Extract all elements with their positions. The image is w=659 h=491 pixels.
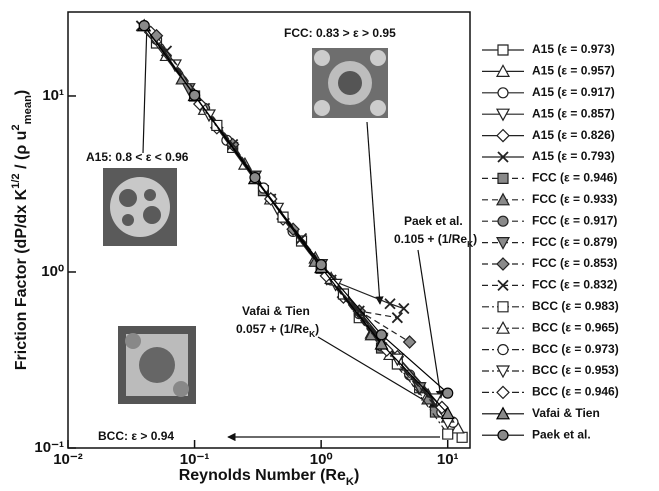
legend-label: Paek et al. <box>532 427 591 441</box>
point-marker <box>316 260 326 270</box>
text-part: 1/2 <box>10 173 22 189</box>
bcc-image <box>118 326 196 404</box>
legend-label: FCC (ε = 0.832) <box>532 278 617 292</box>
legend: A15 (ε = 0.973) A15 (ε = 0.957) A15 (ε = 0… <box>482 42 619 441</box>
text-part: 2 <box>10 124 22 130</box>
legend-label: BCC (ε = 0.946) <box>532 385 619 399</box>
legend-label: A15 (ε = 0.793) <box>532 149 615 163</box>
point-marker <box>404 336 416 348</box>
legend-label: BCC (ε = 0.953) <box>532 363 619 377</box>
annotation: A15: 0.8 < ε < 0.96 <box>86 150 189 164</box>
annotation: 0.057 + (1/ReK) <box>236 322 319 339</box>
legend-label: FCC (ε = 0.853) <box>532 256 617 270</box>
annotation: BCC: ε > 0.94 <box>98 429 174 443</box>
paek-arrow <box>418 250 441 398</box>
annotation: 0.105 + (1/ReK) <box>394 232 477 249</box>
x-tick-label: 10¹ <box>437 451 459 468</box>
fcc-arrow <box>367 122 380 304</box>
legend-label: A15 (ε = 0.826) <box>532 128 615 142</box>
point-marker <box>250 173 260 183</box>
page: FCC: 0.83 > ε > 0.95 A15: 0.8 < ε < 0.96… <box>0 0 659 491</box>
annotation: Vafai & Tien <box>242 304 310 318</box>
text-part: Friction Factor (dP/dx K <box>13 188 30 370</box>
legend-label: BCC (ε = 0.983) <box>532 299 619 313</box>
legend-label: FCC (ε = 0.917) <box>532 213 617 227</box>
point-marker <box>385 299 395 309</box>
series-line <box>156 39 452 422</box>
y-tick-label: 10⁰ <box>41 263 64 280</box>
a15-arrow <box>143 22 147 153</box>
text-part: ) <box>473 232 477 246</box>
legend-marker <box>498 430 508 440</box>
legend-marker <box>498 173 508 183</box>
legend-marker <box>497 386 509 398</box>
a15-image <box>103 168 177 246</box>
annotation: FCC: 0.83 > ε > 0.95 <box>284 26 396 40</box>
text-part: / (ρ u <box>13 131 30 174</box>
text-part: 0.057 + (1/Re <box>236 322 309 336</box>
legend-marker <box>498 302 508 312</box>
annotation: Paek et al. <box>404 214 463 228</box>
point-marker <box>443 429 453 439</box>
legend-label: A15 (ε = 0.917) <box>532 85 615 99</box>
text-part: ) <box>354 467 359 484</box>
text-part: 0.105 + (1/Re <box>394 232 467 246</box>
point-marker <box>139 21 149 31</box>
legend-marker <box>497 130 509 142</box>
fcc-image <box>312 48 388 118</box>
y-axis-label: Friction Factor (dP/dx K1/2 / (ρ u2mean) <box>10 90 34 370</box>
legend-label: A15 (ε = 0.973) <box>532 42 615 56</box>
legend-marker <box>498 88 508 98</box>
point-marker <box>457 432 467 442</box>
legend-label: Vafai & Tien <box>532 406 600 420</box>
x-tick-label: 10⁻¹ <box>180 451 210 468</box>
legend-marker <box>498 216 508 226</box>
y-tick-label: 10¹ <box>42 87 64 104</box>
text-part: mean <box>22 95 34 124</box>
legend-label: FCC (ε = 0.946) <box>532 171 617 185</box>
legend-marker <box>497 258 509 270</box>
text-part: Reynolds Number (Re <box>179 467 346 484</box>
legend-label: BCC (ε = 0.965) <box>532 320 619 334</box>
point-marker <box>190 90 200 100</box>
point-marker <box>399 304 409 314</box>
x-tick-label: 10⁰ <box>310 451 333 468</box>
point-marker <box>443 388 453 398</box>
text-part: ) <box>315 322 319 336</box>
legend-marker <box>498 345 508 355</box>
legend-label: A15 (ε = 0.957) <box>532 64 615 78</box>
point-marker <box>377 330 387 340</box>
text-part: K <box>346 476 354 488</box>
legend-label: BCC (ε = 0.973) <box>532 342 619 356</box>
legend-label: A15 (ε = 0.857) <box>532 106 615 120</box>
legend-label: FCC (ε = 0.933) <box>532 192 617 206</box>
legend-label: FCC (ε = 0.879) <box>532 235 617 249</box>
text-part: ) <box>13 90 30 95</box>
legend-marker <box>498 45 508 55</box>
chart: FCC: 0.83 > ε > 0.95 A15: 0.8 < ε < 0.96… <box>0 0 659 491</box>
x-axis-label: Reynolds Number (ReK) <box>179 467 360 488</box>
point-marker <box>392 313 402 323</box>
y-tick-label: 10⁻¹ <box>34 439 64 456</box>
